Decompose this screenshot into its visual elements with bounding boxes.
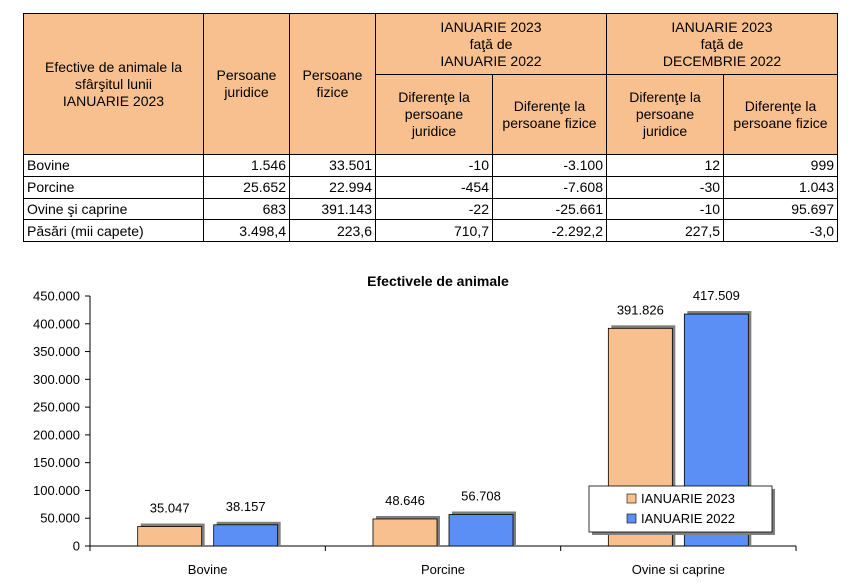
y-tick-label: 200.000 xyxy=(33,427,80,442)
cell-g2-juridice: -30 xyxy=(606,175,725,199)
y-tick-label: 400.000 xyxy=(33,316,80,331)
cell-g2-fizice: -3,0 xyxy=(723,219,839,242)
legend-label: IANUARIE 2023 xyxy=(641,491,735,506)
bar-ianuarie-2022 xyxy=(448,514,514,547)
y-tick-label: 0 xyxy=(73,539,80,554)
x-category-label: Ovine si caprine xyxy=(632,562,725,577)
cell-g2-juridice: 12 xyxy=(606,154,725,177)
bar-data-label: 38.157 xyxy=(226,499,266,514)
bar-data-label: 417.509 xyxy=(693,288,740,303)
x-category-label: Porcine xyxy=(421,562,465,577)
cell-juridice: 3.498,4 xyxy=(203,219,290,242)
y-tick-label: 250.000 xyxy=(33,400,80,415)
bar-ianuarie-2023 xyxy=(137,526,203,547)
chart-title: Efectivele de animale xyxy=(367,273,509,289)
bar-ianuarie-2023 xyxy=(372,518,438,547)
cell-g1-juridice: -10 xyxy=(375,154,493,177)
cell-g1-juridice: -22 xyxy=(375,197,493,221)
cell-g1-fizice: -3.100 xyxy=(491,154,608,177)
y-tick-label: 350.000 xyxy=(33,344,80,359)
header-dif-juridice-1: Diferenţe la persoane juridice xyxy=(375,74,493,155)
table-row: Bovine 1.546 33.501 -10 -3.100 12 999 xyxy=(23,154,839,177)
row-label: Bovine xyxy=(23,154,204,177)
header-group-ian-2022: IANUARIE 2023 faţă de IANUARIE 2022 xyxy=(374,13,608,75)
header-dif-fizice-1: Diferenţe la persoane fizice xyxy=(491,74,608,155)
header-fizice: Persoane fizice xyxy=(289,13,376,155)
legend-label: IANUARIE 2022 xyxy=(641,511,735,526)
cell-g1-juridice: -454 xyxy=(375,175,493,199)
bar-data-label: 391.826 xyxy=(617,302,664,317)
animal-stats-table: Efective de animale la sfârşitul lunii I… xyxy=(23,13,839,242)
bar-data-label: 35.047 xyxy=(150,501,190,516)
cell-fizice: 33.501 xyxy=(289,154,376,177)
row-label: Ovine şi caprine xyxy=(23,197,204,221)
y-tick-label: 50.000 xyxy=(40,511,80,526)
bar-ianuarie-2022 xyxy=(213,524,279,547)
header-first-col: Efective de animale la sfârşitul lunii I… xyxy=(23,13,204,155)
cell-juridice: 683 xyxy=(203,197,290,221)
header-dif-juridice-2: Diferenţe la persoane juridice xyxy=(606,74,725,155)
cell-g2-juridice: -10 xyxy=(606,197,725,221)
cell-g1-fizice: -7.608 xyxy=(491,175,608,199)
bar-data-label: 56.708 xyxy=(461,488,501,503)
bar-data-label: 48.646 xyxy=(385,493,425,508)
table-row: Ovine şi caprine 683 391.143 -22 -25.661… xyxy=(23,197,839,221)
y-tick-label: 100.000 xyxy=(33,483,80,498)
cell-g1-juridice: 710,7 xyxy=(375,219,493,242)
table-row: Porcine 25.652 22.994 -454 -7.608 -30 1.… xyxy=(23,175,839,199)
row-label: Porcine xyxy=(23,175,204,199)
cell-fizice: 223,6 xyxy=(289,219,376,242)
header-group-dec-2022: IANUARIE 2023 faţă de DECEMBRIE 2022 xyxy=(606,13,839,75)
x-category-label: Bovine xyxy=(188,562,228,577)
chart-body: 0 50.000 100.000 150.000 200.000 250.000 300.0… xyxy=(33,288,797,577)
cell-juridice: 25.652 xyxy=(203,175,290,199)
y-tick-label: 150.000 xyxy=(33,455,80,470)
cell-g2-juridice: 227,5 xyxy=(606,219,725,242)
cell-g1-fizice: -25.661 xyxy=(491,197,608,221)
y-tick-label: 450.000 xyxy=(33,289,80,304)
row-label: Păsări (mii capete) xyxy=(23,219,204,242)
y-tick-label: 300.000 xyxy=(33,372,80,387)
animal-bar-chart: Efectivele de animale 0 50.000 100.000 150.… xyxy=(33,273,797,577)
table-row: Păsări (mii capete) 3.498,4 223,6 710,7 … xyxy=(23,219,839,242)
cell-g2-fizice: 1.043 xyxy=(723,175,839,199)
cell-fizice: 391.143 xyxy=(289,197,376,221)
cell-juridice: 1.546 xyxy=(203,154,290,177)
header-juridice: Persoane juridice xyxy=(203,13,290,155)
cell-g2-fizice: 95.697 xyxy=(723,197,839,221)
legend-swatch xyxy=(626,493,637,504)
cell-g2-fizice: 999 xyxy=(723,154,839,177)
legend-swatch xyxy=(626,513,637,524)
cell-fizice: 22.994 xyxy=(289,175,376,199)
cell-g1-fizice: -2.292,2 xyxy=(491,219,608,242)
legend-box xyxy=(588,485,773,533)
header-dif-fizice-2: Diferenţe la persoane fizice xyxy=(723,74,839,155)
